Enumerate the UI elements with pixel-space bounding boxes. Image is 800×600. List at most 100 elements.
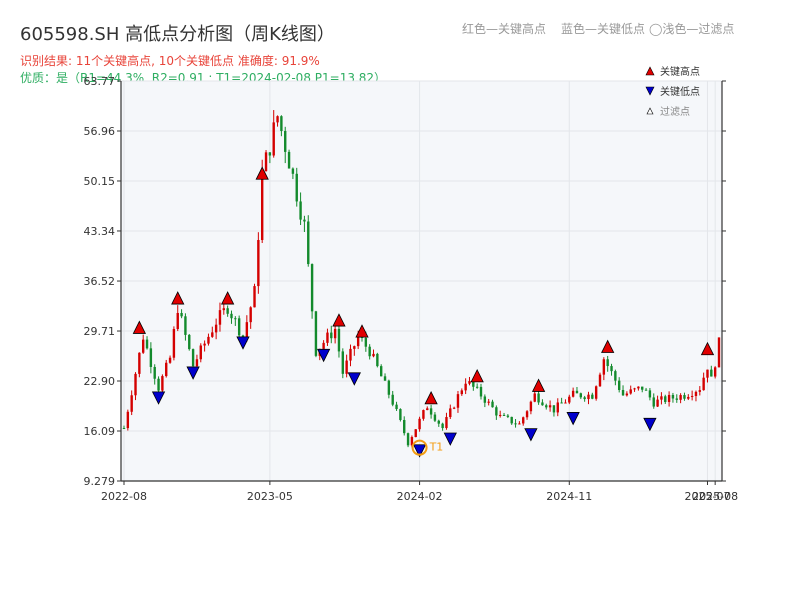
candle-body — [522, 417, 525, 424]
candle-body — [184, 316, 187, 335]
candle-body — [564, 402, 567, 404]
candle-body — [610, 366, 613, 372]
candle-body — [644, 389, 648, 391]
candle-body — [667, 394, 671, 402]
candle-body — [299, 201, 302, 220]
candle-body — [479, 386, 483, 397]
candle-body — [353, 346, 356, 349]
candle-body — [330, 332, 333, 339]
candle-body — [579, 393, 583, 398]
candle-body — [291, 168, 295, 174]
candle-body — [452, 407, 456, 409]
key-low-marker — [186, 366, 200, 380]
candle-body — [168, 357, 172, 363]
candle-body — [629, 389, 632, 394]
candle-body — [376, 353, 379, 367]
candle-body — [433, 414, 437, 421]
candle-body — [241, 335, 245, 337]
key-low-marker — [347, 372, 361, 386]
candle-body — [548, 405, 552, 408]
candle-body — [149, 348, 153, 367]
candle-body — [510, 416, 513, 424]
candle-body — [537, 393, 540, 403]
candle-body — [606, 359, 609, 367]
candle-body — [429, 408, 433, 415]
candle-body — [395, 404, 398, 410]
candle-body — [276, 116, 279, 123]
candle-body — [441, 423, 444, 429]
candle-body — [598, 374, 602, 387]
key-high-marker — [220, 291, 235, 305]
candle-body — [226, 308, 229, 314]
candle-body — [153, 366, 156, 379]
candle-body — [422, 410, 425, 419]
candle-body — [571, 390, 575, 397]
candle-body — [418, 418, 421, 430]
candle-body — [345, 360, 348, 374]
candle-body — [307, 221, 310, 265]
candle-body — [414, 429, 417, 438]
candle-body — [614, 371, 617, 381]
candle-body — [460, 390, 464, 395]
x-tick-label: 2022-08 — [101, 490, 147, 503]
candle-body — [525, 411, 529, 418]
key-low-marker — [316, 348, 331, 363]
candle-body — [502, 414, 506, 416]
candle-body — [602, 359, 606, 375]
candle-body — [533, 393, 536, 402]
candle-body — [468, 381, 471, 384]
candle-body — [648, 390, 652, 398]
candle-body — [426, 408, 429, 411]
candle-body — [326, 332, 329, 343]
candle-body — [157, 378, 160, 391]
candle-body — [456, 394, 460, 408]
x-tick-label: 2024-11 — [546, 490, 592, 503]
candle-body — [356, 335, 360, 347]
candle-body — [633, 388, 636, 390]
candle-body — [322, 342, 325, 349]
y-tick-label: 63.77 — [84, 75, 116, 88]
key-low-marker — [524, 428, 538, 442]
legend-low-label: 关键低点 — [660, 85, 700, 98]
candle-body — [272, 122, 275, 156]
y-tick-label: 56.96 — [84, 125, 116, 138]
candle-body — [637, 386, 640, 389]
candle-body — [506, 415, 510, 417]
candle-body — [333, 328, 337, 339]
key-low-marker — [151, 391, 166, 405]
candle-body — [126, 411, 130, 429]
candle-body — [472, 381, 475, 387]
chart-title: 605598.SH 高低点分析图（周K线图） — [20, 24, 335, 45]
y-tick-label: 9.279 — [84, 475, 116, 488]
candle-body — [660, 396, 663, 400]
y-tick-label: 16.09 — [84, 425, 116, 438]
candle-body — [161, 376, 164, 391]
legend-red-high: 红色—关键高点 — [462, 22, 547, 36]
legend-light-filtered: ◯浅色—过滤点 — [649, 22, 735, 36]
candle-body — [310, 264, 314, 312]
candle-body — [694, 391, 698, 396]
x-tick-label: 2024-02 — [397, 490, 443, 503]
candle-body — [237, 318, 241, 336]
candle-body — [575, 390, 579, 394]
candle-body — [491, 401, 494, 408]
candle-body — [445, 417, 448, 429]
key-high-marker — [601, 339, 615, 353]
candle-body — [203, 343, 206, 346]
candle-body — [138, 352, 141, 374]
legend-blue-low: 蓝色—关键低点 — [561, 22, 646, 36]
candle-body — [280, 116, 283, 131]
candle-body — [641, 386, 644, 390]
candle-body — [556, 402, 559, 413]
key-high-marker — [332, 313, 346, 327]
candle-body — [487, 401, 490, 403]
candle-body — [410, 437, 414, 446]
candle-body — [257, 240, 260, 287]
candle-body — [207, 336, 210, 344]
candle-body — [437, 420, 440, 424]
y-tick-label: 22.90 — [84, 375, 116, 388]
candle-body — [710, 369, 713, 377]
candle-body — [698, 390, 702, 392]
candle-body — [514, 423, 517, 425]
